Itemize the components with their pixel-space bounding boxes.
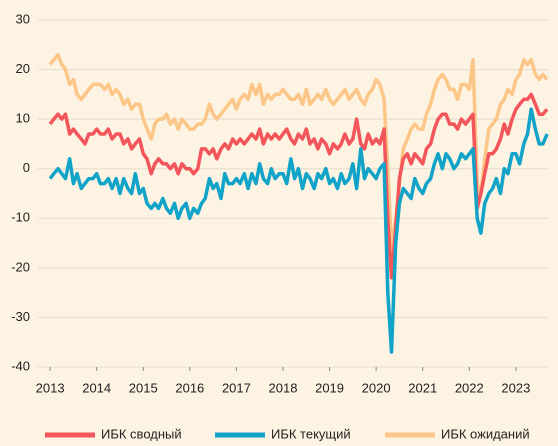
x-tick-label: 2013 (36, 380, 65, 395)
series-line (48, 52, 549, 250)
x-tick-label: 2016 (175, 380, 204, 395)
legend-label: ИБК ожиданий (441, 426, 530, 441)
series-line (48, 107, 549, 354)
y-tick-label: -40 (11, 358, 30, 373)
y-tick-label: -10 (11, 210, 30, 225)
x-tick-label: 2023 (501, 380, 530, 395)
y-tick-label: 20 (16, 61, 30, 76)
y-tick-label: -30 (11, 309, 30, 324)
x-tick-label: 2019 (315, 380, 344, 395)
y-tick-label: 30 (16, 11, 30, 26)
x-tick-label: 2020 (362, 380, 391, 395)
legend-label: ИБК сводный (101, 426, 182, 441)
y-tick-label: 0 (23, 160, 30, 175)
series-line (48, 92, 549, 280)
legend-label: ИБК текущий (271, 426, 351, 441)
x-tick-label: 2022 (455, 380, 484, 395)
x-tick-label: 2017 (222, 380, 251, 395)
y-tick-label: 10 (16, 111, 30, 126)
x-tick-label: 2018 (269, 380, 298, 395)
x-tick-label: 2014 (82, 380, 111, 395)
x-tick-label: 2021 (408, 380, 437, 395)
y-tick-label: -20 (11, 259, 30, 274)
x-tick-label: 2015 (129, 380, 158, 395)
